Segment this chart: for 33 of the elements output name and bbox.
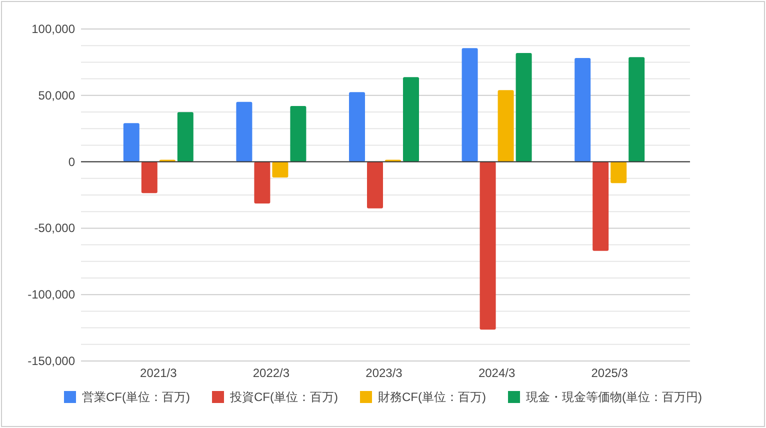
bar [272,162,288,178]
bar [592,162,609,251]
bar [403,77,419,162]
bar [462,48,478,162]
legend-label: 現金・現金等価物(単位：百万円) [526,390,702,404]
y-tick-label: -150,000 [28,354,76,368]
bar [141,162,158,194]
bar [610,162,627,184]
legend-label: 営業CF(単位：百万) [82,390,190,404]
x-tick-label: 2023/3 [366,366,403,380]
x-tick-label: 2021/3 [140,366,178,380]
legend-label: 財務CF(単位：百万) [378,390,486,404]
bar [498,90,514,162]
bar [367,162,383,208]
bar [574,58,591,162]
legend-label: 投資CF(単位：百万) [229,390,338,404]
y-tick-label: 0 [68,154,76,169]
bar [628,57,645,162]
bar [349,92,365,162]
y-tick-label: -100,000 [28,288,76,302]
x-tick-label: 2022/3 [252,366,290,380]
x-tick-label: 2025/3 [591,366,628,380]
y-tick-label: 100,000 [32,22,76,36]
bar [516,53,532,162]
y-tick-label: -50,000 [34,221,76,236]
bar [254,162,270,204]
x-tick-label: 2024/3 [478,366,516,380]
bar [177,112,194,162]
bar [480,162,496,330]
bar [236,102,252,162]
bar [290,106,306,162]
bar [123,123,140,162]
y-tick-label: 50,000 [38,88,76,102]
